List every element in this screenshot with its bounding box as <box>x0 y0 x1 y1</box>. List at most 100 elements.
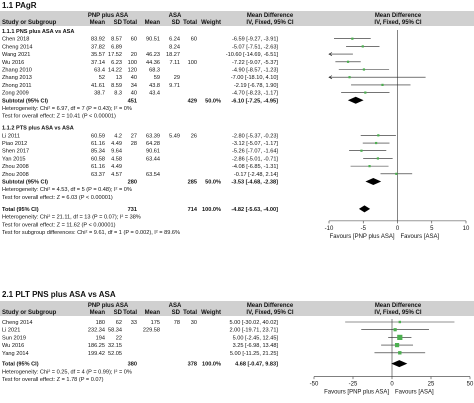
panel1-row-mean-ctl: 63.44 <box>146 156 160 162</box>
panel1-row-label: Piao 2012 <box>2 141 27 147</box>
panel1-row-sd-ctl: 8.24 <box>169 44 180 50</box>
panel2-total-weight: 100.0% <box>202 362 221 368</box>
panel2-row-sd-exp: 52.05 <box>108 351 122 357</box>
panel1-row-mean-ctl: 64.28 <box>146 141 160 147</box>
panel1-row-mean-exp: 61.16 <box>91 141 105 147</box>
subgroup-1-stat-0: Heterogeneity: Chi² = 6.97, df = 7 (P = … <box>2 106 132 112</box>
panel2-total-ci: 4.68 [-0.47, 9.83] <box>235 362 278 368</box>
panel2-row-label: Yang 2014 <box>2 351 29 357</box>
panel1-title: 1.1 PAgR <box>2 1 37 10</box>
header-total-ctl: Total <box>183 310 197 316</box>
header-group-exp: PNP plus ASA <box>88 13 129 19</box>
panel1-row-sd-exp: 6.23 <box>111 60 122 66</box>
panel1-point <box>364 91 367 94</box>
panel1-point <box>381 83 384 86</box>
header-study: Study or Subgroup <box>2 310 57 316</box>
panel1-row-mean-exp: 63.37 <box>91 172 105 178</box>
panel1-row-sd-exp: 13 <box>116 75 122 81</box>
header-method: IV, Fixed, 95% CI <box>246 310 293 316</box>
panel1-row-mean-exp: 38.7 <box>94 91 105 97</box>
header-total-exp: Total <box>123 20 137 26</box>
panel1-row-sd-exp: 9.64 <box>111 149 122 155</box>
panel1-row-ci: -4.08 [-6.85, -1.31] <box>232 164 278 170</box>
subgroup-1-stat-1: Test for overall effect: Z = 10.41 (P < … <box>2 114 116 120</box>
panel1-row-mean-ctl: 63.54 <box>146 172 160 178</box>
panel1-point <box>360 149 363 152</box>
panel1-point <box>376 157 380 160</box>
panel2-row-label: Wu 2016 <box>2 343 24 349</box>
panel1-point <box>346 60 350 63</box>
panel2-favours-right: Favours [ASA] <box>395 390 434 396</box>
panel1-point <box>375 141 378 145</box>
panel1-row-total-exp: 27 <box>131 133 137 139</box>
header-total-ctl: Total <box>183 20 197 26</box>
panel2-point <box>398 351 402 355</box>
panel1-row-total-exp: 28 <box>131 141 137 147</box>
panel2-total-total-ctl: 378 <box>188 362 197 368</box>
panel1-row-sd-ctl: 5.49 <box>169 133 180 139</box>
panel1-row-mean-exp: 61.16 <box>91 164 105 170</box>
header-method-plot: IV, Fixed, 95% CI <box>374 20 421 26</box>
panel2-row-sd-exp: 58.34 <box>108 328 122 334</box>
panel2-total-stat-0: Heterogeneity: Chi² = 0.25, df = 4 (P = … <box>2 369 132 375</box>
header-sd-exp: SD <box>114 20 123 26</box>
panel1-row-mean-ctl: 43.8 <box>149 83 160 89</box>
panel1-row-sd-exp: 6.89 <box>111 44 122 50</box>
panel1-row-total-exp: 100 <box>128 60 137 66</box>
panel1-row-mean-exp: 37.82 <box>91 44 105 50</box>
panel1-point <box>348 76 351 79</box>
header-total-exp: Total <box>123 310 137 316</box>
header-mean-exp: Mean <box>90 310 106 316</box>
panel1-row-sd-exp: 4.49 <box>111 164 122 170</box>
panel1-total-total-exp: 731 <box>128 207 137 213</box>
panel2-row-ci: 5.00 [-2.45, 12.45] <box>233 335 279 341</box>
panel1-row-mean-ctl: 68.3 <box>149 68 160 74</box>
header-group-exp: PNP plus ASA <box>88 303 129 309</box>
panel1-row-ci: -5.07 [-7.51, -2.63] <box>232 44 278 50</box>
panel1-row-mean-exp: 83.92 <box>91 37 105 43</box>
panel1-row-mean-exp: 60.58 <box>91 156 105 162</box>
panel1-row-mean-ctl: 44.36 <box>146 60 160 66</box>
panel1-point <box>377 134 380 137</box>
panel1-row-mean-exp: 41.61 <box>91 83 105 89</box>
panel1-row-label: Zhong 2011 <box>2 83 31 89</box>
panel1-row-sd-ctl: 29 <box>174 75 180 81</box>
subgroup-2-subtotal-weight: 50.0% <box>205 180 221 186</box>
panel2-row-mean-exp: 180 <box>96 320 105 326</box>
subgroup-1-subtotal-label: Subtotal (95% CI) <box>2 98 48 104</box>
panel1-point <box>362 68 366 71</box>
subgroup-2-subtotal-ci: -3.53 [-4.68, -2.38] <box>231 180 278 186</box>
panel2-tick-label: 0 <box>390 382 394 388</box>
panel1-row-sd-exp: 8.57 <box>111 37 122 43</box>
panel1-total-total-ctl: 714 <box>188 207 198 213</box>
panel1-row-label: Yan 2015 <box>2 156 26 162</box>
subgroup-2-stat-0: Heterogeneity: Chi² = 4.53, df = 5 (P = … <box>2 187 132 193</box>
subgroup-2-stat-1: Test for overall effect: Z = 6.03 (P < 0… <box>2 195 113 201</box>
panel1-row-sd-ctl: 6.24 <box>169 37 180 43</box>
panel1-row-sd-exp: 4.49 <box>111 141 122 147</box>
panel1-total-label: Total (95% CI) <box>2 207 39 213</box>
panel1-favours-left: Favours [PNP plus ASA] <box>330 234 395 240</box>
panel1-point <box>361 45 364 48</box>
panel2-row-mean-ctl: 175 <box>151 320 160 326</box>
panel2-row-ci: 5.00 [-11.25, 21.25] <box>230 351 279 357</box>
panel1-row-total-ctl: 100 <box>188 60 197 66</box>
panel2-row-label: Li 2021 <box>2 328 20 334</box>
panel2-row-ci: 3.25 [-6.98, 13.48] <box>233 343 279 349</box>
header-weight: Weight <box>201 20 221 26</box>
panel1-tick-label: 0 <box>396 226 400 232</box>
panel2-favours-left: Favours [PNP plus ASA] <box>324 390 389 396</box>
panel1-diamond <box>347 96 364 104</box>
panel1-total-stat-0: Heterogeneity: Chi² = 21.11, df = 13 (P … <box>2 215 141 221</box>
header-sd-ctl: SD <box>172 310 181 316</box>
panel1-tick-label: 10 <box>463 226 470 232</box>
panel1-row-total-ctl: 26 <box>191 133 197 139</box>
panel1-row-label: Shen 2017 <box>2 149 29 155</box>
panel1-point <box>351 37 354 40</box>
panel1-row-label: Zhang 2013 <box>2 75 32 81</box>
panel1-row-ci: -5.26 [-7.07, -1.64] <box>232 149 278 155</box>
header-mean-difference: Mean Difference <box>247 13 294 19</box>
panel1-row-label: Zong 2009 <box>2 91 29 97</box>
header-sd-ctl: SD <box>172 20 181 26</box>
